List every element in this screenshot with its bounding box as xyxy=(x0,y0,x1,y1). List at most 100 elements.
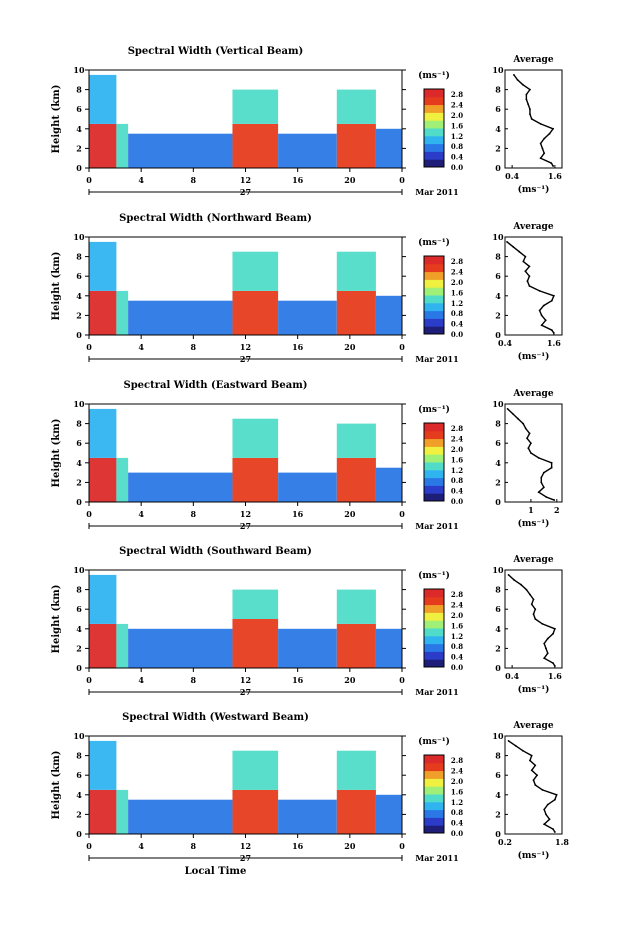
colorbar-segment xyxy=(424,485,444,494)
colorbar-tick-label: 0.0 xyxy=(451,163,463,172)
colorbar-segment xyxy=(424,762,444,772)
y-tick-label: 0 xyxy=(76,829,82,839)
average-profile: Average 0 2 4 6 8 10 0.4 1.6 (ms⁻¹) xyxy=(492,55,563,195)
profile-point xyxy=(524,255,527,258)
x-tick-label: 0 xyxy=(399,675,405,685)
profile-y-tick-label: 0 xyxy=(495,663,501,673)
colorbar-segment xyxy=(424,271,444,280)
profile-point xyxy=(539,123,542,125)
panel-title: Spectral Width (Eastward Beam) xyxy=(123,380,307,391)
y-axis-label: Height (km) xyxy=(51,419,62,488)
profile-x-label: (ms⁻¹) xyxy=(518,518,550,529)
profile-frame xyxy=(504,403,563,503)
colorbar-frame xyxy=(423,88,445,168)
profile-line xyxy=(506,241,555,334)
profile-title: Average xyxy=(512,389,553,399)
x-tick-label: 16 xyxy=(292,675,304,685)
profile-y-tick-label: 0 xyxy=(495,497,501,507)
colorbar-tick-label: 0.0 xyxy=(451,663,463,672)
profile-point xyxy=(528,265,531,268)
profile-point xyxy=(518,250,521,253)
profile-point xyxy=(513,578,515,581)
y-tick-label: 6 xyxy=(76,271,82,281)
heatmap xyxy=(89,241,402,335)
colorbar-segment xyxy=(424,89,444,98)
colorbar-segment xyxy=(424,817,444,826)
colorbar-segment xyxy=(424,462,444,471)
colorbar-segment xyxy=(424,620,444,629)
average-profile: Average 0 2 4 6 8 10 0.2 1.8 (ms⁻¹) xyxy=(492,721,569,861)
heatmap-cell xyxy=(89,789,117,834)
colorbar-tick-label: 0.8 xyxy=(451,476,463,485)
profile-point xyxy=(527,103,530,106)
profile-y-tick-label: 8 xyxy=(495,252,501,262)
month-label: Mar 2011 xyxy=(415,187,458,197)
x-tick-label: 4 xyxy=(138,841,144,851)
profile-y-tick-label: 4 xyxy=(495,458,501,468)
colorbar-segment xyxy=(424,423,444,432)
colorbar-segment xyxy=(424,809,444,818)
profile-point xyxy=(527,447,530,449)
panel-2: Spectral Width (Eastward Beam)0246810Hei… xyxy=(51,380,563,531)
profile-y-tick-label: 10 xyxy=(492,565,504,575)
heatmap-cell xyxy=(336,623,376,668)
colorbar-segment xyxy=(424,643,444,652)
y-tick-label: 4 xyxy=(76,790,82,800)
colorbar-segment xyxy=(424,469,444,479)
profile-title: Average xyxy=(512,555,553,565)
profile-point xyxy=(511,412,514,415)
average-profile: Average 0 2 4 6 8 10 0.4 1.6 (ms⁻¹) xyxy=(492,555,563,695)
colorbar-tick-label: 2.0 xyxy=(451,777,463,786)
colorbar-tick-label: 2.0 xyxy=(451,611,463,620)
profile-x-tick-label: 1.6 xyxy=(548,171,562,181)
colorbar-tick-label: 0.0 xyxy=(451,497,463,506)
panel-title: Spectral Width (Vertical Beam) xyxy=(128,46,304,57)
colorbar-segment xyxy=(424,770,444,779)
heatmap-cell xyxy=(336,423,376,458)
colorbar-segment xyxy=(424,635,444,645)
colorbar-segment xyxy=(424,612,444,621)
profile-point xyxy=(507,740,510,742)
heatmap-cell xyxy=(89,457,117,502)
profile-x-tick-label: 1 xyxy=(528,505,534,515)
heatmap-cell xyxy=(116,623,129,668)
heatmap-cell xyxy=(336,589,376,624)
profile-x-tick-label: 0.4 xyxy=(505,671,519,681)
profile-point xyxy=(530,442,532,445)
heatmap-cell xyxy=(128,799,233,834)
colorbar-segment xyxy=(424,302,444,312)
x-tick-label: 20 xyxy=(344,175,356,185)
heatmap-cell xyxy=(89,290,117,335)
profile-x-label: (ms⁻¹) xyxy=(518,850,550,861)
profile-point xyxy=(513,74,515,76)
colorbar-segment xyxy=(424,295,444,304)
heatmap-cell xyxy=(128,300,233,335)
colorbar-segment xyxy=(424,589,444,598)
profile-y-tick-label: 0 xyxy=(495,829,501,839)
x-tick-label: 16 xyxy=(292,175,304,185)
profile-frame xyxy=(504,735,563,835)
profile-line xyxy=(513,74,555,167)
heatmap-cell xyxy=(89,623,117,668)
panel-3: Spectral Width (Southward Beam) 0 2 4 6 8 10 He… xyxy=(51,546,563,697)
y-tick-label: 8 xyxy=(76,419,82,429)
colorbar-segment xyxy=(424,112,444,121)
profile-point xyxy=(529,108,531,111)
profile-point xyxy=(548,132,551,135)
colorbar xyxy=(423,588,445,668)
y-tick-label: 2 xyxy=(76,643,82,653)
average-profile: Average 0 2 4 6 8 10 0.4 1.6 (ms⁻¹) xyxy=(492,222,563,362)
profile-point xyxy=(528,275,531,278)
colorbar-segment xyxy=(424,477,444,486)
heatmap-cell xyxy=(278,133,337,168)
colorbar-segment xyxy=(424,143,444,152)
colorbar-tick-label: 0.8 xyxy=(451,142,463,151)
month-label: Mar 2011 xyxy=(415,354,458,364)
colorbar-segment xyxy=(424,604,444,613)
colorbar-tick-label: 1.2 xyxy=(451,132,463,141)
heatmap-cell xyxy=(278,799,337,834)
profile-point xyxy=(545,647,547,650)
